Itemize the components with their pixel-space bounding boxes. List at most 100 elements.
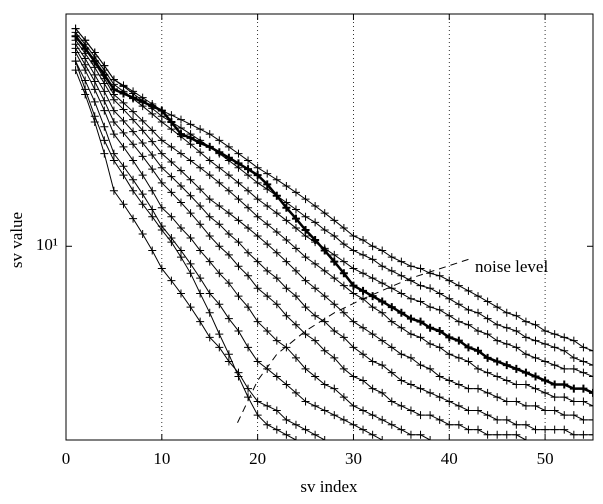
- marker: [359, 236, 368, 245]
- marker: [531, 401, 540, 410]
- marker: [186, 156, 195, 165]
- marker: [167, 142, 176, 151]
- marker: [454, 317, 463, 326]
- marker: [387, 317, 396, 326]
- marker: [109, 95, 118, 104]
- marker: [215, 269, 224, 278]
- marker: [224, 314, 233, 323]
- marker: [531, 336, 540, 345]
- marker: [129, 127, 138, 136]
- x-tick-label: 10: [153, 449, 170, 468]
- marker: [291, 214, 300, 223]
- marker: [474, 292, 483, 301]
- marker: [397, 401, 406, 410]
- marker: [205, 130, 214, 139]
- marker: [406, 353, 415, 362]
- marker: [349, 246, 358, 255]
- marker: [474, 326, 483, 335]
- marker: [215, 220, 224, 229]
- marker: [426, 303, 435, 312]
- marker: [454, 281, 463, 290]
- marker: [359, 269, 368, 278]
- marker: [311, 401, 320, 410]
- marker: [272, 406, 281, 415]
- marker: [589, 415, 593, 424]
- marker: [119, 128, 128, 137]
- marker: [454, 336, 463, 345]
- marker: [215, 330, 224, 339]
- marker: [129, 107, 138, 116]
- marker: [426, 388, 435, 397]
- marker: [100, 149, 109, 158]
- marker: [109, 149, 118, 158]
- marker: [320, 406, 329, 415]
- marker: [502, 430, 511, 439]
- marker: [474, 425, 483, 434]
- series-line: [75, 52, 431, 440]
- marker: [474, 384, 483, 393]
- marker: [129, 115, 138, 124]
- marker: [550, 343, 559, 352]
- marker: [320, 246, 329, 255]
- marker: [330, 384, 339, 393]
- marker: [368, 384, 377, 393]
- marker: [521, 380, 530, 389]
- annotation: noise level: [475, 257, 548, 276]
- marker: [129, 214, 138, 223]
- marker: [244, 248, 253, 257]
- marker: [320, 292, 329, 301]
- marker: [464, 286, 473, 295]
- marker: [215, 148, 224, 157]
- marker: [378, 246, 387, 255]
- marker: [291, 353, 300, 362]
- marker: [339, 333, 348, 342]
- marker: [81, 85, 90, 94]
- marker: [378, 336, 387, 345]
- marker: [579, 368, 588, 377]
- marker: [272, 209, 281, 218]
- marker: [406, 294, 415, 303]
- marker: [234, 149, 243, 158]
- marker: [368, 430, 377, 439]
- marker: [493, 357, 502, 366]
- marker: [100, 106, 109, 115]
- marker: [282, 236, 291, 245]
- marker: [474, 308, 483, 317]
- marker: [301, 253, 310, 262]
- marker: [272, 274, 281, 283]
- marker: [129, 175, 138, 184]
- marker: [282, 415, 291, 424]
- marker: [272, 227, 281, 236]
- marker: [569, 364, 578, 373]
- marker: [579, 397, 588, 406]
- marker: [464, 305, 473, 314]
- marker: [109, 130, 118, 139]
- marker: [368, 357, 377, 366]
- marker: [521, 436, 530, 440]
- marker: [90, 70, 99, 79]
- marker: [512, 364, 521, 373]
- marker: [406, 330, 415, 339]
- x-tick-label: 0: [62, 449, 71, 468]
- marker: [119, 105, 128, 114]
- marker: [512, 326, 521, 335]
- marker: [397, 323, 406, 332]
- marker: [397, 376, 406, 385]
- marker: [502, 361, 511, 370]
- x-axis-label: sv index: [300, 477, 358, 496]
- marker: [90, 85, 99, 94]
- marker: [521, 420, 530, 429]
- marker: [71, 48, 80, 57]
- marker: [493, 372, 502, 381]
- marker: [100, 136, 109, 145]
- marker: [387, 303, 396, 312]
- marker: [263, 240, 272, 249]
- marker: [263, 401, 272, 410]
- marker: [176, 149, 185, 158]
- marker: [272, 336, 281, 345]
- marker: [359, 376, 368, 385]
- marker: [167, 157, 176, 166]
- marker: [186, 175, 195, 184]
- marker: [512, 430, 521, 439]
- marker: [205, 308, 214, 317]
